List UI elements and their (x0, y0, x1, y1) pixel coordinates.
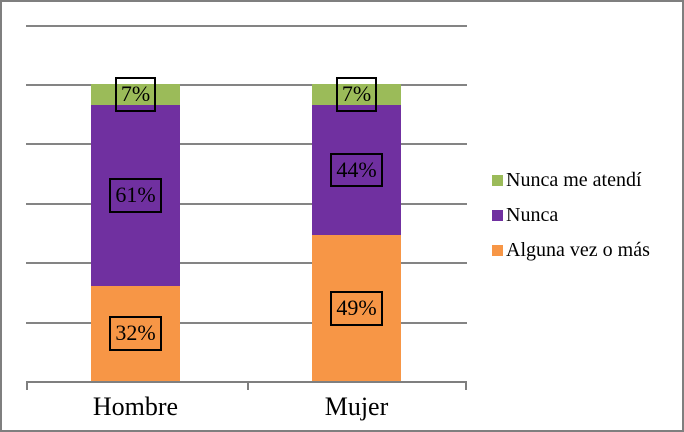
x-axis-tick-1 (246, 381, 249, 390)
data-label: 7% (114, 77, 157, 112)
legend-swatch-icon (492, 175, 503, 186)
segment-mujer-2: 7% (312, 77, 401, 112)
data-label: 61% (109, 178, 162, 213)
category-label-mujer: Mujer (324, 392, 389, 421)
gridline-80-percent (26, 143, 467, 146)
bar-hombre: 7% 61% 32% (91, 77, 180, 381)
legend-item: Nunca me atendí (492, 163, 650, 198)
gridline-100-percent (26, 84, 467, 86)
segment-hombre-2: 7% (91, 77, 180, 112)
gridline-60-percent (26, 202, 467, 205)
legend-label: Alguna vez o más (506, 239, 650, 261)
legend-swatch-icon (492, 245, 503, 256)
data-label: 32% (109, 316, 162, 351)
bar-mujer: 7% 44% 49% (312, 77, 401, 381)
legend: Nunca me atendí Nunca Alguna vez o más (492, 163, 650, 268)
gridline-20-percent (26, 321, 467, 324)
legend-item: Alguna vez o más (492, 233, 650, 268)
gridline-40-percent (26, 262, 467, 265)
legend-label: Nunca me atendí (506, 169, 642, 191)
legend-swatch-icon (492, 210, 503, 221)
gridline-120-percent (26, 24, 467, 27)
segment-hombre-1: 61% (91, 104, 180, 286)
x-axis-tick-2 (465, 381, 467, 390)
category-label-hombre: Hombre (92, 392, 179, 421)
data-label: 44% (330, 152, 383, 188)
segment-hombre-0: 32% (91, 285, 180, 381)
data-label: 49% (330, 290, 383, 326)
data-label: 7% (335, 77, 378, 112)
segment-mujer-1: 44% (312, 104, 401, 236)
x-axis-tick-0 (26, 381, 28, 390)
legend-label: Nunca (506, 204, 559, 226)
legend-item: Nunca (492, 198, 650, 233)
segment-mujer-0: 49% (312, 235, 401, 381)
